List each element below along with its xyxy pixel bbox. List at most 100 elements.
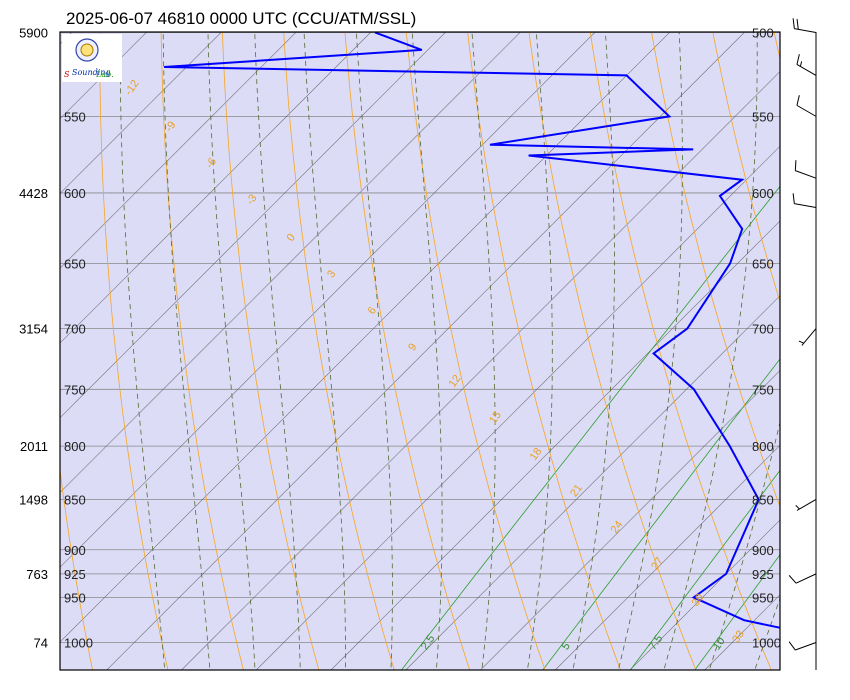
dry-adiabat [344,32,471,670]
pressure-label-right: 800 [752,439,774,454]
logo-letter: S [64,70,70,79]
pressure-label-left: 950 [64,590,86,605]
dry-adiabat [467,32,621,670]
pressure-label-left: 550 [64,109,86,124]
moist-adiabat [207,32,256,670]
pressure-label-right: 700 [752,322,774,337]
mixing-ratio-line [542,358,780,670]
pressure-label-left: 750 [64,382,86,397]
height-label: 5900 [19,26,48,41]
pressure-label-left: 900 [64,543,86,558]
isotherm [60,32,372,344]
line-labels: 2.557.51015202530-12-9-6-303691215182124… [123,78,747,652]
isotherm [839,0,850,685]
wind-barb-half [795,505,800,510]
wind-barb [792,18,817,33]
wind-barb [796,95,817,117]
moist-adiabat [572,32,615,670]
moist-adiabat [162,32,211,670]
dry-adiabats [0,0,780,685]
height-label: 4428 [19,186,48,201]
isotherm [554,444,780,670]
mixing-ratio-label: 5 [560,640,573,652]
pressure-label-left: 600 [64,186,86,201]
wind-barb [796,54,817,76]
wind-barb [794,160,817,179]
isotherm [60,32,671,643]
logo-word: Sounding [72,68,111,77]
wind-barb-flag [796,54,800,65]
stable-region [60,32,780,670]
wind-barb-half [798,340,804,344]
dry-adiabat [283,32,395,670]
wind-barb-flag [792,193,795,204]
isotherm [60,32,297,269]
height-label: 763 [26,567,48,582]
mixing-ratio-label: 10 [711,635,728,652]
wind-barb [792,193,817,208]
height-label: 2011 [20,439,48,454]
wind-barb-staff [796,64,817,76]
wind-barb-staff [794,203,817,208]
wind-barb-staff [795,170,817,179]
dry-adiabat [651,32,780,508]
pressure-label-left: 925 [64,567,86,582]
wind-barb-staff [794,28,817,33]
wind-barb-staff [796,104,817,117]
wind-barb-flag [788,641,796,651]
dry-adiabat [712,32,780,304]
moist-adiabat-label: 24 [609,519,626,536]
moist-adiabat-label: 30 [690,592,707,609]
pressure-label-right: 1000 [752,636,781,651]
isotherm [60,32,521,493]
pressure-label-right: 500 [752,26,774,41]
isotherm [405,295,780,670]
height-labels: 5900 4428 3154 2011 1498 763 74 [19,26,48,651]
moist-adiabat-label: 33 [730,628,747,645]
moist-adiabat [839,0,850,685]
moist-adiabat-label: 3 [325,268,338,280]
moist-adiabat-label: 12 [447,373,464,390]
mixing-ratio-line [629,469,780,670]
pressure-label-left: 700 [64,322,86,337]
isotherm [60,32,447,419]
logo-lab: Lab. [95,70,114,79]
wind-barb [788,573,817,584]
wind-barb-staff [801,328,817,346]
moist-adiabat [617,32,683,670]
wind-barb-flag [796,95,800,106]
pressure-label-right: 925 [752,567,774,582]
wind-barb-staff [796,499,817,511]
dry-adiabat [405,32,546,670]
pressure-label-left: 650 [64,256,86,271]
pressure-label-right: 900 [752,543,774,558]
dry-adiabat [0,0,20,685]
moist-adiabat [471,32,496,670]
pressure-label-right: 600 [752,186,774,201]
moist-adiabat-label: 6 [366,305,379,317]
pressure-label-left: 800 [64,439,86,454]
temperature-profile [845,33,850,646]
isotherm [255,145,780,670]
isotherm [60,32,222,194]
wind-barb-flag [792,18,795,29]
plot-frame [59,31,781,671]
wind-barb-staff [795,642,817,651]
wind-barbs [788,18,817,670]
dry-adiabat [99,32,169,670]
chart-title: 2025-06-07 46810 0000 UTC (CCU/ATM/SSL) [66,9,416,28]
moist-adiabat [119,32,166,670]
pressure-label-right: 950 [752,590,774,605]
pressure-label-right: 650 [752,256,774,271]
pressure-label-right: 750 [752,382,774,397]
moist-adiabat [411,32,443,670]
moist-adiabat-label: 21 [568,482,585,499]
lab-logo: S Sounding Lab. [62,34,122,82]
moist-adiabat-label: 0 [285,232,298,244]
isotherm [60,32,596,568]
pressure-label-right: 850 [752,492,774,507]
moist-adiabat-label: 27 [649,555,666,572]
isotherm [181,71,780,670]
